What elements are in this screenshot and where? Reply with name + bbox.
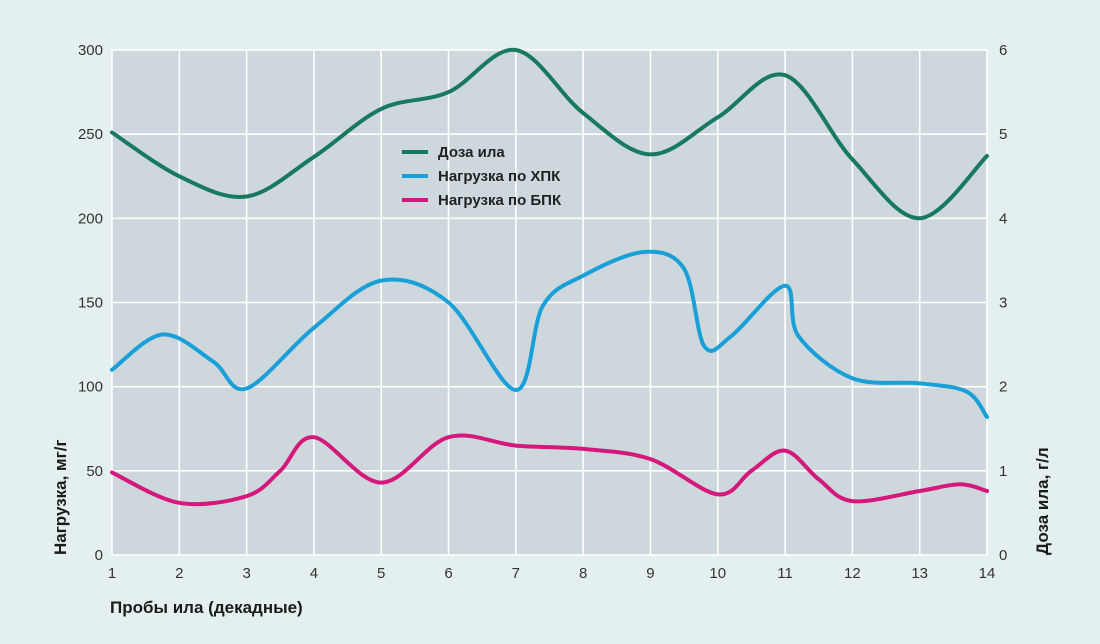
y2-tick-label: 6 <box>999 42 1007 59</box>
y2-axis-title: Доза ила, г/л <box>1033 447 1052 555</box>
x-tick-label: 3 <box>242 565 250 582</box>
y-axis-title: Нагрузка, мг/г <box>51 439 70 555</box>
y-tick-label: 100 <box>78 379 103 396</box>
legend: Доза ила Нагрузка по ХПК Нагрузка по БПК <box>402 144 562 209</box>
y-tick-label: 300 <box>78 42 103 59</box>
x-tick-label: 9 <box>646 565 654 582</box>
x-axis-ticks: 1 2 3 4 5 6 7 8 9 10 11 12 13 14 <box>108 565 996 582</box>
x-tick-label: 6 <box>444 565 452 582</box>
y-tick-label: 150 <box>78 295 103 312</box>
series-lines <box>110 47 989 507</box>
y2-tick-label: 2 <box>999 379 1007 396</box>
x-axis-title: Пробы ила (декадные) <box>110 598 303 617</box>
x-tick-label: 11 <box>777 565 793 582</box>
x-tick-label: 2 <box>175 565 183 582</box>
y2-axis-ticks: 0 1 2 3 4 5 6 <box>999 42 1007 564</box>
series-line-dose <box>110 47 989 221</box>
x-tick-label: 7 <box>512 565 520 582</box>
y2-tick-label: 4 <box>999 210 1007 227</box>
y-tick-label: 0 <box>95 547 103 564</box>
series-line-bod-load <box>110 433 989 507</box>
legend-label: Нагрузка по БПК <box>438 192 562 209</box>
x-tick-label: 8 <box>579 565 587 582</box>
y-tick-label: 50 <box>86 463 103 480</box>
x-tick-label: 10 <box>709 565 726 582</box>
y-tick-label: 200 <box>78 210 103 227</box>
x-tick-label: 5 <box>377 565 385 582</box>
grid <box>111 49 988 556</box>
y2-tick-label: 0 <box>999 547 1007 564</box>
legend-label: Доза ила <box>438 144 505 161</box>
y2-tick-label: 5 <box>999 126 1007 143</box>
y-tick-label: 250 <box>78 126 103 143</box>
series-line-cod-load <box>110 249 989 419</box>
y-axis-ticks: 0 50 100 150 200 250 300 <box>78 42 103 564</box>
legend-label: Нагрузка по ХПК <box>438 168 561 185</box>
x-tick-label: 12 <box>844 565 861 582</box>
y2-tick-label: 1 <box>999 463 1007 480</box>
x-tick-label: 14 <box>979 565 996 582</box>
x-tick-label: 13 <box>911 565 928 582</box>
x-tick-label: 1 <box>108 565 116 582</box>
y2-tick-label: 3 <box>999 295 1007 312</box>
x-tick-label: 4 <box>310 565 318 582</box>
